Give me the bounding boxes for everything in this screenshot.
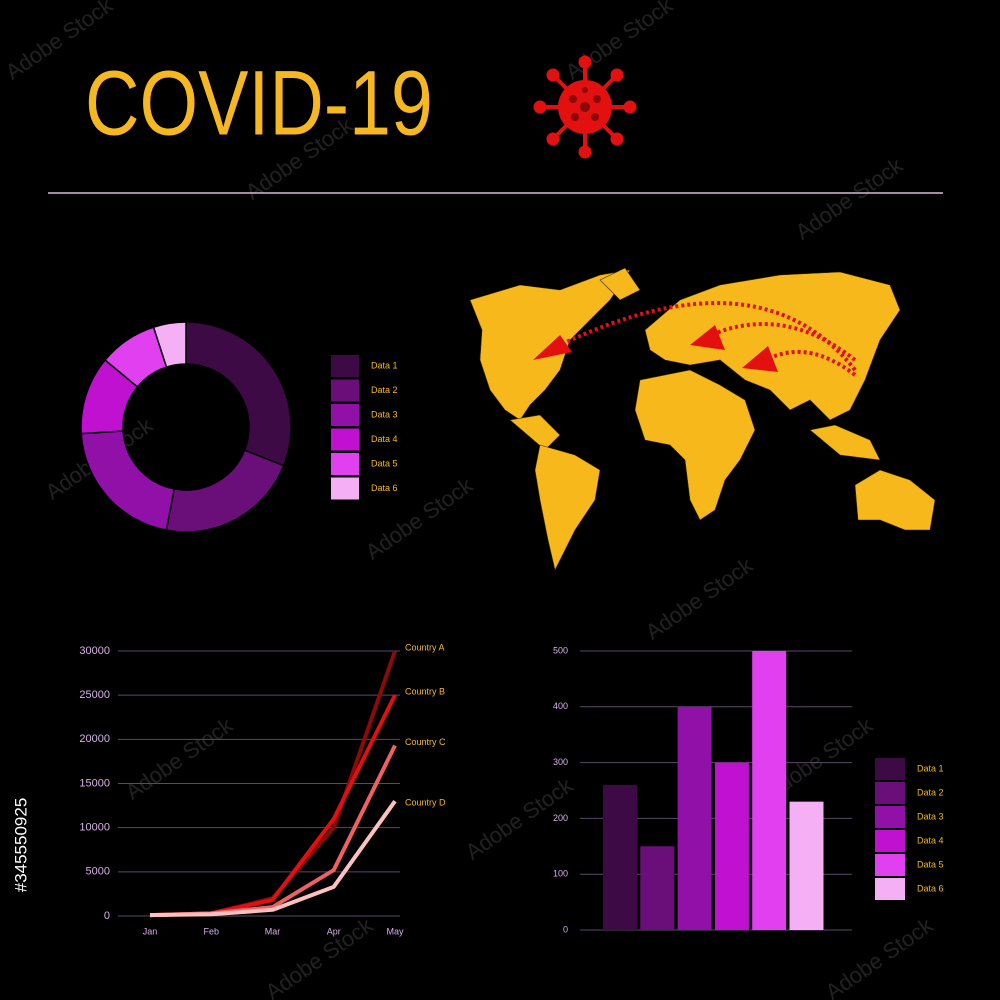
donut-segment [152,321,187,369]
legend-swatch [875,758,905,780]
bar [603,784,637,930]
legend-label: Data 4 [917,835,944,845]
x-tick-label: Jan [143,926,158,936]
bar [789,801,824,930]
legend-swatch [331,428,359,451]
legend-label: Data 6 [917,883,944,893]
donut-segment [185,321,292,467]
bar [752,651,787,930]
legend-swatch [875,878,905,900]
legend-label: Data 3 [917,811,944,821]
y-tick-label: 30000 [79,645,110,657]
world-map [469,267,936,571]
legend-swatch [331,477,359,500]
legend-label: Data 6 [371,483,398,493]
bar [640,846,675,930]
y-tick-label: 10000 [79,822,110,834]
y-tick-label: 25000 [79,689,110,701]
virus-icon [533,55,637,159]
series-label: Country D [405,797,446,807]
line-series [149,800,397,918]
y-tick-label: 500 [553,645,568,655]
series-label: Country B [405,687,445,697]
x-tick-label: Feb [203,926,219,936]
y-tick-label: 300 [553,757,568,767]
y-tick-label: 100 [553,869,568,879]
arrow-heads [533,325,778,372]
legend-swatch [875,854,905,876]
series-label: Country A [405,642,445,652]
legend-label: Data 5 [371,458,398,468]
legend-label: Data 1 [371,360,398,370]
bar [714,762,749,930]
stock-id: #345550925 [11,798,30,893]
y-tick-label: 0 [104,910,110,922]
legend-label: Data 2 [917,787,944,797]
legend-swatch [331,453,359,475]
x-tick-label: May [386,926,404,936]
spread-arrows [559,301,857,377]
legend-swatch [331,379,359,402]
y-tick-label: 15000 [79,777,110,789]
legend-swatch [875,782,905,804]
main-title: COVID-19 [85,51,433,154]
x-tick-label: Apr [327,926,341,936]
y-tick-label: 0 [563,924,568,934]
legend-swatch [331,355,359,377]
y-tick-label: 20000 [79,733,110,745]
legend-swatch [875,806,905,828]
y-tick-label: 200 [553,813,568,823]
y-tick-label: 5000 [86,866,110,878]
legend-label: Data 3 [371,409,398,419]
x-tick-label: Mar [265,926,281,936]
legend-label: Data 4 [371,434,398,444]
series-label: Country C [405,737,446,747]
bar [677,706,712,930]
legend-label: Data 5 [917,859,944,869]
legend-swatch [875,830,905,852]
y-tick-label: 400 [553,701,568,711]
legend-label: Data 1 [917,763,944,773]
legend-label: Data 2 [371,385,398,395]
legend-swatch [331,404,359,426]
